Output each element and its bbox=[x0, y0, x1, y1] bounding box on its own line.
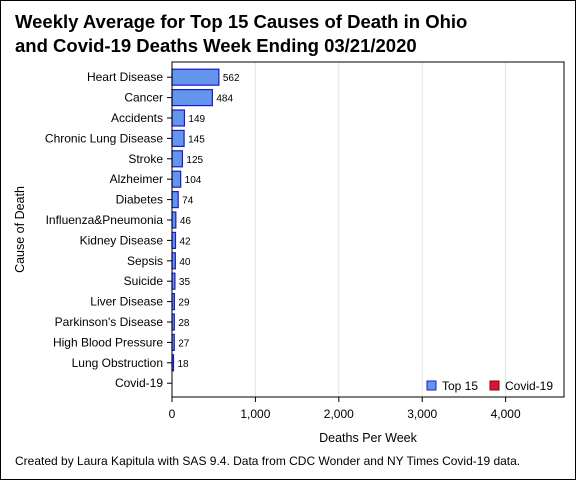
value-label: 74 bbox=[182, 196, 194, 207]
value-label: 18 bbox=[178, 359, 190, 370]
category-label: Diabetes bbox=[116, 193, 163, 207]
x-tick-label: 0 bbox=[169, 407, 176, 421]
x-tick-label: 3,000 bbox=[407, 407, 437, 421]
chart-title-line-1: Weekly Average for Top 15 Causes of Deat… bbox=[15, 11, 468, 32]
x-tick-label: 1,000 bbox=[240, 407, 270, 421]
legend-label: Covid-19 bbox=[505, 379, 553, 393]
bar bbox=[171, 252, 176, 270]
category-label: Influenza&Pneumonia bbox=[46, 213, 164, 227]
legend: Top 15 Covid-19 bbox=[426, 379, 553, 393]
legend-swatch bbox=[426, 380, 437, 391]
bar bbox=[171, 211, 177, 229]
value-label: 149 bbox=[188, 114, 205, 125]
value-label: 29 bbox=[178, 298, 190, 309]
value-label: 484 bbox=[216, 94, 233, 105]
bar bbox=[171, 150, 184, 168]
category-label: High Blood Pressure bbox=[53, 335, 163, 349]
value-label: 27 bbox=[178, 338, 190, 349]
x-axis-title: Deaths Per Week bbox=[319, 431, 417, 445]
gridlines bbox=[254, 62, 507, 397]
chart-title: Weekly Average for Top 15 Causes of Deat… bbox=[15, 10, 555, 58]
category-label: Cancer bbox=[124, 91, 163, 105]
x-axis-ticks: 0 1,000 2,000 3,000 4,000 bbox=[169, 397, 521, 421]
bar bbox=[171, 191, 179, 209]
value-label: 28 bbox=[178, 318, 190, 329]
footnote: Created by Laura Kapitula with SAS 9.4. … bbox=[15, 454, 521, 468]
value-label: 40 bbox=[179, 257, 191, 268]
category-label: Liver Disease bbox=[90, 295, 163, 309]
category-label: Heart Disease bbox=[87, 70, 163, 84]
bar bbox=[171, 170, 182, 188]
value-label: 46 bbox=[180, 216, 192, 227]
value-labels: 562 484 149 145 125 104 74 46 42 40 35 29 28 27 18 bbox=[178, 73, 240, 370]
category-label: Suicide bbox=[124, 274, 164, 288]
category-label: Alzheimer bbox=[110, 172, 163, 186]
bar bbox=[171, 109, 186, 127]
plot-area bbox=[171, 61, 565, 398]
bar bbox=[171, 68, 220, 86]
legend-label: Top 15 bbox=[442, 379, 478, 393]
y-axis-title: Cause of Death bbox=[13, 186, 27, 273]
bar bbox=[171, 88, 213, 107]
value-label: 125 bbox=[186, 155, 203, 166]
value-label: 35 bbox=[179, 277, 191, 288]
value-label: 104 bbox=[185, 175, 202, 186]
legend-swatch bbox=[489, 380, 500, 391]
category-label: Stroke bbox=[128, 152, 163, 166]
category-label: Parkinson's Disease bbox=[55, 315, 164, 329]
value-label: 42 bbox=[180, 236, 192, 247]
bar bbox=[171, 129, 185, 147]
x-tick-label: 4,000 bbox=[491, 407, 521, 421]
bar bbox=[171, 231, 177, 249]
value-label: 562 bbox=[223, 73, 240, 84]
category-label: Lung Obstruction bbox=[72, 356, 163, 370]
category-label: Sepsis bbox=[127, 254, 163, 268]
category-label: Accidents bbox=[111, 111, 163, 125]
category-label: Kidney Disease bbox=[80, 233, 164, 247]
chart-title-line-2: and Covid-19 Deaths Week Ending 03/21/20… bbox=[15, 35, 417, 56]
x-tick-label: 2,000 bbox=[324, 407, 354, 421]
category-label: Covid-19 bbox=[115, 376, 163, 390]
value-label: 145 bbox=[188, 134, 205, 145]
category-label: Chronic Lung Disease bbox=[45, 131, 163, 145]
category-labels: Heart Disease Cancer Accidents Chronic Lung… bbox=[45, 70, 172, 390]
